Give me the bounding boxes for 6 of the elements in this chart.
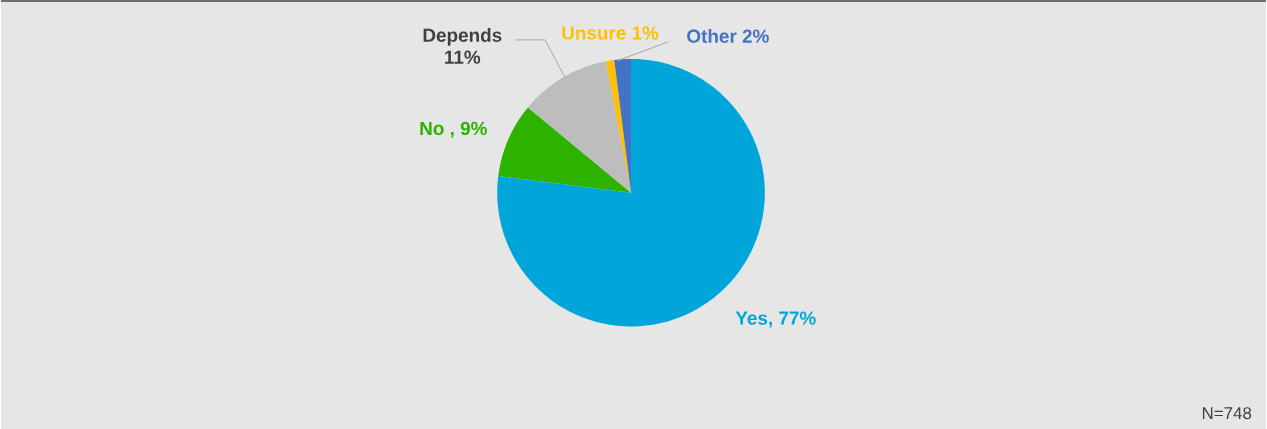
slice-label: Depends 11% bbox=[423, 27, 502, 64]
slice-label: No , 9% bbox=[420, 121, 487, 138]
slice-label: Unsure 1% bbox=[562, 26, 659, 40]
slice-label: Yes, 77% bbox=[735, 311, 816, 328]
text: N=748 bbox=[1202, 407, 1252, 419]
slice-label: Other 2% bbox=[687, 28, 769, 43]
